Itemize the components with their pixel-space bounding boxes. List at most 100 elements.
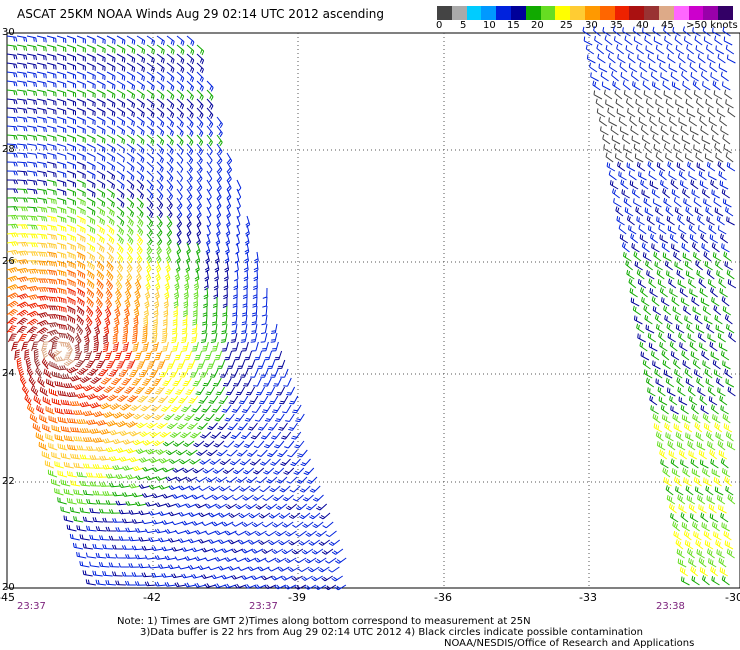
longitude-label: -39: [288, 591, 306, 604]
wind-barb: [186, 215, 192, 228]
wind-barb: [231, 314, 238, 326]
wind-barb: [76, 498, 87, 505]
wind-barb: [308, 539, 320, 546]
wind-barb: [622, 134, 631, 145]
wind-barb: [648, 170, 657, 181]
wind-barb: [245, 386, 256, 396]
wind-barb: [66, 224, 76, 233]
wind-barb: [691, 468, 701, 478]
wind-barb: [186, 170, 193, 183]
wind-barb: [235, 224, 241, 237]
wind-barb: [142, 323, 148, 335]
wind-barb: [710, 351, 720, 361]
wind-barb: [657, 386, 666, 397]
wind-barb: [84, 350, 93, 360]
wind-barb: [69, 507, 81, 514]
wind-barb: [166, 35, 175, 46]
wind-barb: [719, 180, 729, 190]
wind-barb: [663, 305, 672, 316]
wind-barb: [134, 554, 147, 560]
wind-barb: [726, 54, 736, 64]
wind-barb: [126, 251, 133, 264]
wind-barb: [697, 332, 706, 343]
wind-barb: [188, 395, 199, 404]
wind-barb: [644, 35, 653, 46]
wind-barb: [202, 314, 208, 326]
wind-barb: [6, 241, 19, 247]
wind-barb: [126, 98, 136, 109]
wind-barb: [177, 565, 190, 570]
wind-speed-color-scale: [437, 6, 733, 20]
wind-barb: [36, 161, 47, 168]
wind-barb: [193, 287, 199, 300]
wind-barb: [122, 492, 134, 497]
wind-barb: [211, 574, 223, 580]
wind-barb: [156, 224, 163, 237]
wind-barb: [126, 242, 134, 254]
wind-barb: [281, 431, 292, 440]
wind-barb: [709, 449, 718, 460]
wind-barb: [650, 233, 659, 244]
wind-barb: [291, 431, 302, 440]
wind-barb: [156, 242, 162, 255]
wind-barb: [208, 395, 219, 404]
wind-barb: [60, 452, 71, 460]
wind-barb: [202, 377, 212, 387]
wind-barb: [126, 170, 135, 181]
wind-barb: [35, 432, 45, 442]
wind-barb: [301, 548, 314, 555]
wind-barb: [285, 530, 297, 537]
wind-barb: [199, 458, 211, 465]
wind-barb: [142, 466, 154, 472]
wind-barbs: [6, 26, 737, 591]
wind-barb: [687, 54, 696, 64]
wind-barb: [136, 98, 145, 109]
wind-barb: [715, 377, 725, 388]
wind-barb: [24, 349, 30, 361]
wind-barb: [260, 368, 269, 378]
wind-barb: [259, 458, 271, 466]
wind-barb: [705, 206, 714, 217]
wind-barb: [66, 170, 76, 179]
wind-barb: [647, 161, 656, 172]
wind-barb: [291, 548, 304, 555]
wind-barb: [267, 422, 278, 431]
wind-barb: [96, 53, 106, 63]
wind-barb: [186, 179, 193, 192]
wind-barb: [593, 90, 603, 100]
wind-barb: [172, 467, 185, 473]
wind-barb: [647, 53, 656, 64]
wind-barb: [645, 260, 653, 271]
wind-barb: [216, 152, 223, 165]
wind-barb: [116, 260, 124, 272]
wind-barb: [46, 269, 58, 276]
wind-barb: [689, 513, 699, 523]
wind-barb: [6, 35, 18, 42]
wind-barb: [39, 414, 48, 424]
wind-barb: [299, 485, 311, 493]
wind-barb: [708, 117, 718, 127]
wind-barb: [673, 476, 682, 487]
wind-barb: [186, 71, 195, 83]
wind-barb: [6, 71, 18, 78]
wind-barb: [210, 332, 218, 343]
wind-barb: [634, 153, 644, 163]
wind-barb: [134, 287, 141, 300]
wind-barb: [616, 44, 625, 55]
wind-barb: [141, 545, 153, 551]
wind-barb: [6, 275, 19, 282]
wind-barb: [48, 415, 58, 424]
wind-barb: [26, 206, 38, 213]
wind-barb: [46, 116, 57, 124]
wind-barb: [606, 162, 616, 172]
wind-barb: [105, 278, 114, 290]
wind-barb: [298, 539, 310, 546]
wind-barb: [640, 287, 648, 298]
wind-barb: [181, 404, 192, 413]
wind-barb: [209, 368, 219, 378]
wind-barb: [14, 349, 20, 361]
wind-barb: [676, 548, 685, 559]
wind-barb: [136, 134, 145, 145]
wind-barb: [176, 197, 183, 210]
wind-barb: [641, 296, 650, 307]
